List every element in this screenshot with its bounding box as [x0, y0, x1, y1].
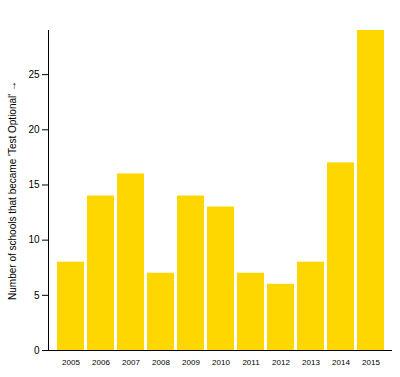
svg-text:0: 0 [34, 345, 40, 356]
svg-text:2007: 2007 [122, 358, 140, 367]
svg-text:Number of schools that became: Number of schools that became 'Test Opti… [7, 81, 18, 300]
svg-text:2014: 2014 [332, 358, 350, 367]
svg-text:10: 10 [28, 234, 40, 245]
svg-text:2005: 2005 [62, 358, 80, 367]
svg-text:2011: 2011 [242, 358, 260, 367]
svg-text:2012: 2012 [272, 358, 290, 367]
svg-text:15: 15 [28, 179, 40, 190]
svg-text:2009: 2009 [182, 358, 200, 367]
svg-text:2008: 2008 [152, 358, 170, 367]
svg-text:2015: 2015 [362, 358, 380, 367]
svg-text:2010: 2010 [212, 358, 230, 367]
svg-text:2006: 2006 [92, 358, 110, 367]
svg-text:5: 5 [34, 290, 40, 301]
svg-text:2013: 2013 [302, 358, 320, 367]
svg-text:25: 25 [28, 69, 40, 80]
svg-text:20: 20 [28, 124, 40, 135]
